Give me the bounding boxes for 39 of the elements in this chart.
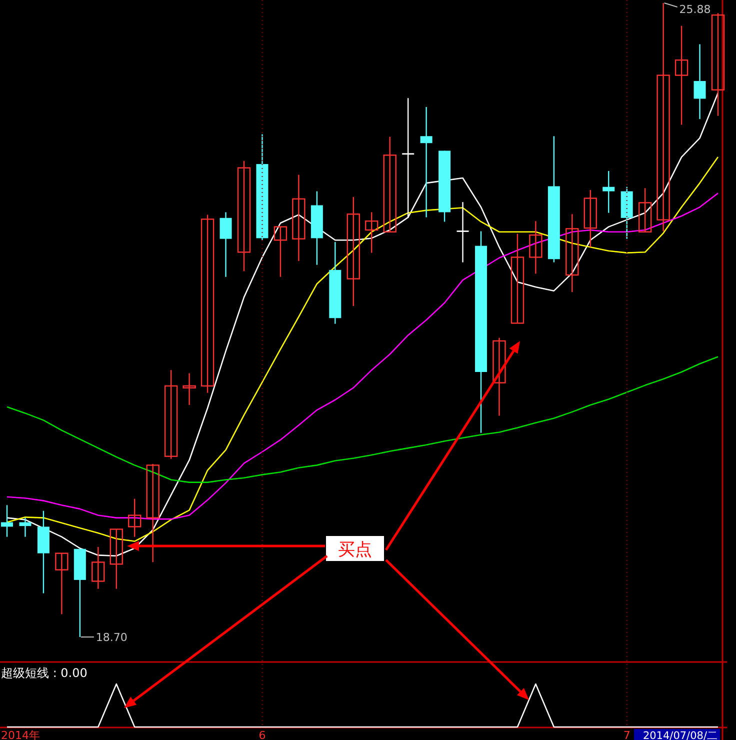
candlestick	[55, 552, 68, 615]
candlestick	[182, 372, 196, 406]
candlestick	[164, 369, 178, 460]
candlestick	[638, 188, 652, 232]
annotation: 18.70	[96, 631, 128, 644]
candlestick	[420, 106, 432, 218]
candlestick	[128, 498, 142, 538]
x-tick-label: 6	[258, 729, 266, 740]
candlestick	[383, 136, 396, 232]
annotation: 买点	[338, 540, 372, 560]
candlestick	[346, 196, 360, 307]
x-tick-label: 7	[623, 729, 630, 740]
candlestick	[529, 220, 542, 274]
chart-title: 超级短线 : 0.00	[1, 666, 88, 680]
candlestick	[292, 174, 306, 262]
candlestick	[674, 25, 688, 126]
candlestick	[220, 212, 232, 278]
candlestick	[492, 337, 506, 416]
candlestick	[274, 226, 288, 278]
candlestick	[110, 528, 123, 590]
annotation: 25.88	[679, 3, 711, 16]
candlestick	[694, 44, 706, 120]
text: 2014年	[1, 729, 40, 740]
candlestick	[602, 170, 615, 214]
candlestick	[711, 12, 725, 116]
candlestick	[1, 504, 13, 538]
candlestick	[200, 214, 214, 394]
candlestick	[401, 98, 415, 219]
candlestick	[237, 160, 251, 272]
candlestick	[656, 2, 670, 232]
candlestick	[584, 189, 597, 248]
text: 2014/07/08/二	[642, 730, 718, 740]
candlestick	[456, 201, 470, 263]
candlestick	[92, 546, 105, 590]
candlestick	[146, 463, 160, 563]
candlestick	[365, 212, 378, 254]
candlestick	[19, 517, 32, 538]
candlestick	[566, 214, 579, 293]
candlestick	[510, 233, 524, 324]
